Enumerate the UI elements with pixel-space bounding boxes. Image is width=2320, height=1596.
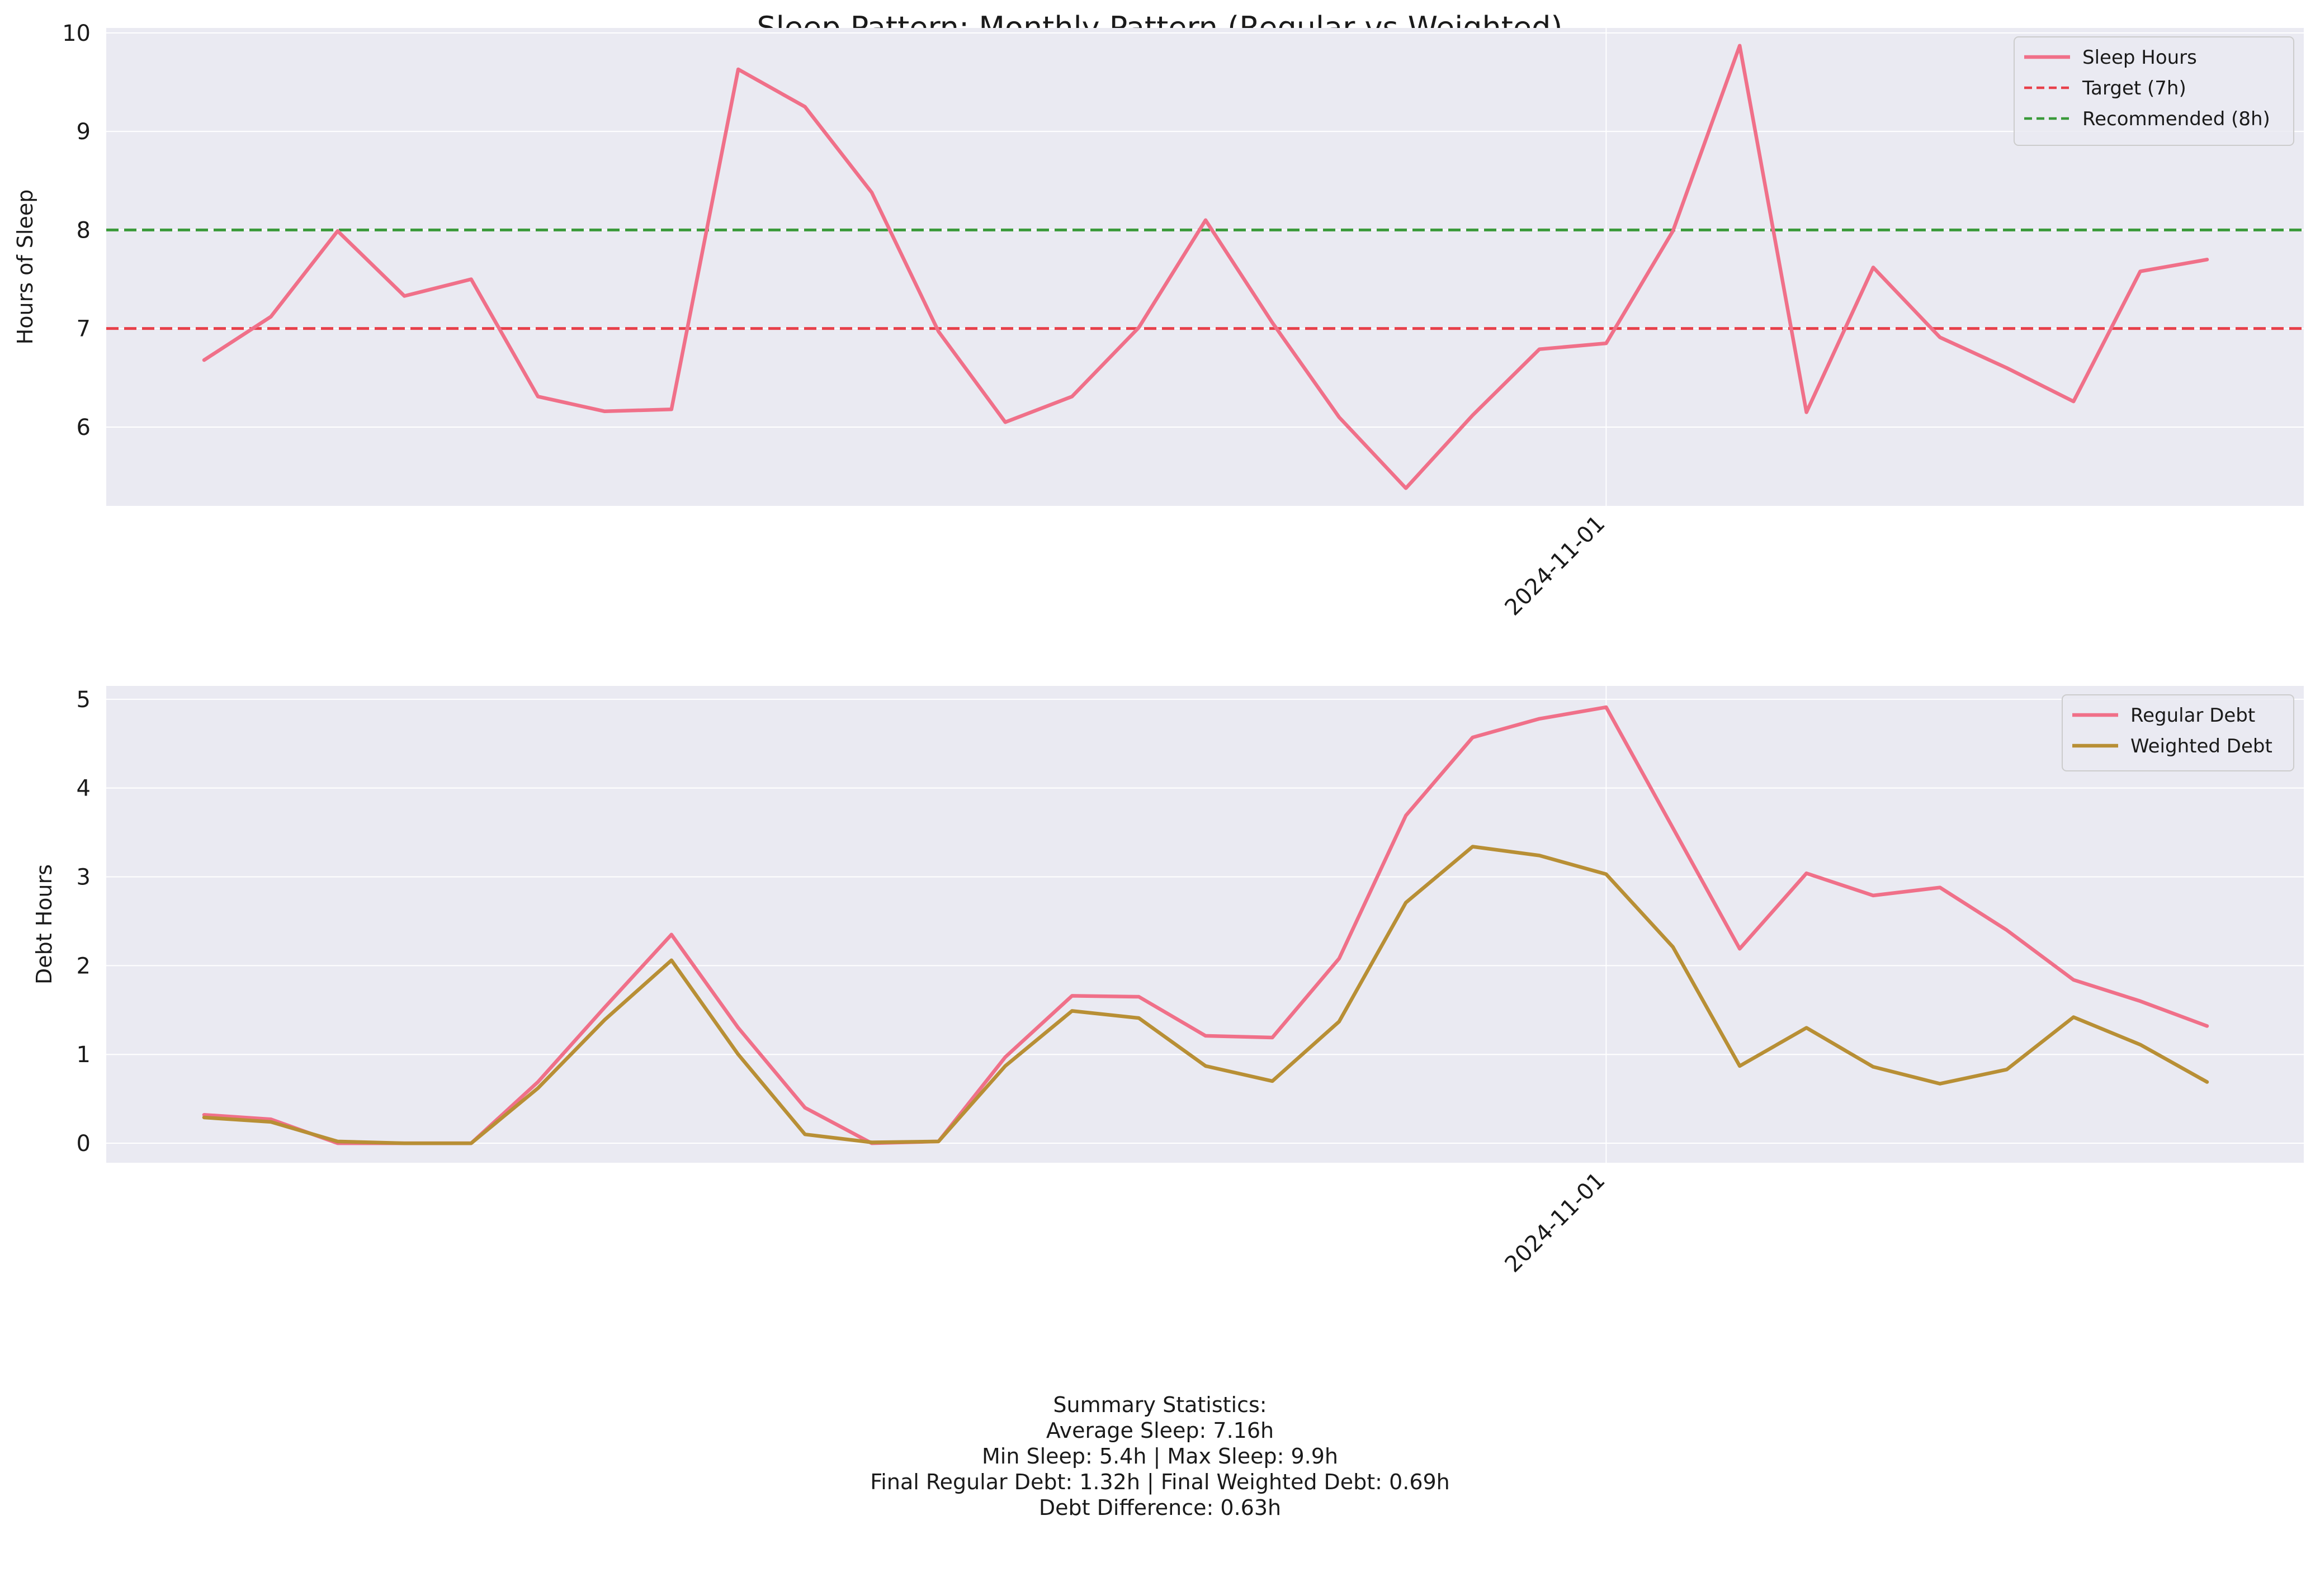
y-tick-label: 10	[62, 21, 91, 46]
y-axis-label: Hours of Sleep	[13, 190, 37, 345]
summary-average-sleep: Average Sleep: 7.16h	[1046, 1418, 1274, 1443]
legend-label: Target (7h)	[2082, 77, 2186, 100]
legend-label: Weighted Debt	[2130, 735, 2272, 757]
legend-label: Sleep Hours	[2082, 46, 2197, 69]
y-tick-label: 0	[77, 1131, 91, 1157]
plot-background	[106, 28, 2304, 506]
y-tick-label: 5	[77, 687, 91, 713]
y-axis-label: Debt Hours	[32, 864, 56, 984]
plot-background	[106, 686, 2304, 1163]
y-tick-label: 1	[77, 1042, 91, 1068]
sleep-debt-panel: 0 1 2 3 4 5 2024-11-01 Debt Hours Regular Debt We…	[32, 686, 2304, 1277]
sleep-hours-panel: 6 7 8 9 10 2024-11-01 Hours of Sleep Sleep Hour…	[13, 21, 2304, 621]
summary-final-debts: Final Regular Debt: 1.32h | Final Weight…	[870, 1470, 1450, 1494]
y-tick-label: 6	[77, 415, 91, 441]
x-tick-label: 2024-11-01	[1500, 1168, 1610, 1278]
y-tick-label: 9	[77, 119, 91, 145]
y-tick-label: 8	[77, 217, 91, 243]
summary-title: Summary Statistics:	[1053, 1393, 1267, 1417]
summary-statistics: Summary Statistics: Average Sleep: 7.16h…	[0, 1392, 2320, 1521]
x-tick-label: 2024-11-01	[1500, 511, 1610, 621]
legend: Regular Debt Weighted Debt	[2062, 694, 2294, 771]
y-tick-label: 7	[77, 316, 91, 342]
y-tick-label: 3	[77, 865, 91, 891]
legend-label: Regular Debt	[2130, 704, 2255, 727]
legend-box	[2014, 36, 2294, 146]
summary-debt-difference: Debt Difference: 0.63h	[1038, 1495, 1282, 1520]
y-tick-label: 4	[77, 776, 91, 802]
y-tick-label: 2	[77, 953, 91, 979]
legend-box	[2062, 694, 2294, 771]
summary-min-max-sleep: Min Sleep: 5.4h | Max Sleep: 9.9h	[981, 1444, 1339, 1469]
legend: Sleep Hours Target (7h) Recommended (8h)	[2014, 36, 2294, 146]
legend-label: Recommended (8h)	[2082, 108, 2270, 130]
